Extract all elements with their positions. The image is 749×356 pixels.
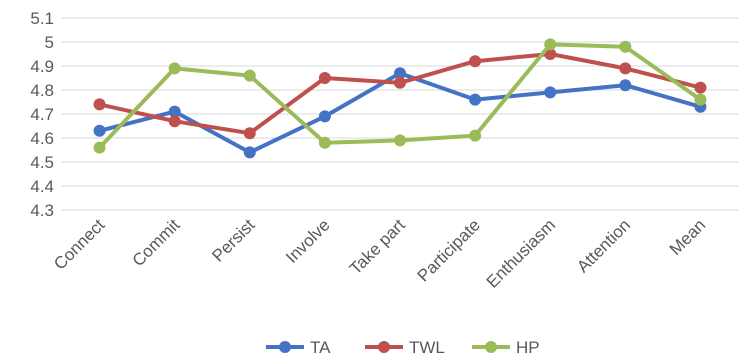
series-hp — [93, 38, 707, 154]
data-point — [619, 62, 632, 75]
x-category-label: Attention — [573, 215, 634, 276]
y-tick-label: 4.3 — [30, 201, 54, 220]
series-line-hp — [97, 42, 703, 150]
data-point — [469, 93, 482, 106]
legend-item-ta: TA — [266, 338, 331, 356]
y-tick-label: 4.7 — [30, 105, 54, 124]
data-point — [168, 105, 181, 118]
data-point — [469, 55, 482, 68]
y-tick-label: 4.4 — [30, 177, 54, 196]
data-point — [168, 115, 181, 128]
x-category-label: Commit — [129, 215, 184, 270]
y-tick-label: 5.1 — [30, 9, 54, 28]
legend-marker — [485, 341, 497, 353]
data-point — [93, 98, 106, 111]
legend-label: TWL — [409, 338, 445, 356]
y-tick-label: 4.9 — [30, 57, 54, 76]
data-point — [243, 127, 256, 140]
data-point — [619, 79, 632, 92]
y-tick-label: 4.5 — [30, 153, 54, 172]
data-point — [243, 69, 256, 82]
x-category-label: Participate — [414, 215, 484, 285]
data-point — [168, 62, 181, 75]
x-category-label: Persist — [208, 215, 258, 265]
data-point — [544, 86, 557, 99]
data-point — [318, 136, 331, 149]
legend-item-hp: HP — [472, 338, 540, 356]
x-category-label: Mean — [666, 215, 710, 259]
legend: TA TWL HP — [266, 338, 540, 356]
x-category-label: Take part — [346, 215, 409, 278]
y-axis-ticks: 4.3 4.4 4.5 4.6 4.7 4.8 4.9 5 5.1 — [30, 9, 54, 220]
data-point — [243, 146, 256, 159]
data-point — [694, 93, 707, 106]
data-point — [93, 141, 106, 154]
x-category-label: Enthusiasm — [483, 215, 559, 291]
x-category-label: Connect — [50, 215, 108, 273]
data-point — [544, 38, 557, 51]
data-point — [469, 129, 482, 142]
y-tick-label: 4.6 — [30, 129, 54, 148]
y-tick-label: 5 — [45, 33, 54, 52]
data-point — [318, 72, 331, 84]
data-point — [394, 67, 406, 80]
legend-label: HP — [516, 338, 540, 356]
data-point — [93, 124, 106, 137]
series-lines — [93, 38, 707, 159]
legend-label: TA — [310, 338, 331, 356]
data-point — [394, 134, 406, 147]
data-point — [394, 76, 406, 89]
x-category-label: Involve — [282, 215, 334, 267]
y-tick-label: 4.8 — [30, 81, 54, 100]
legend-item-twl: TWL — [365, 338, 445, 356]
data-point — [619, 40, 632, 53]
legend-marker — [279, 341, 291, 353]
series-twl — [93, 48, 707, 140]
legend-marker — [378, 341, 390, 353]
data-point — [694, 81, 707, 94]
x-axis-categories: Connect Commit Persist Involve Take part Part… — [50, 215, 709, 291]
data-point — [318, 110, 331, 123]
